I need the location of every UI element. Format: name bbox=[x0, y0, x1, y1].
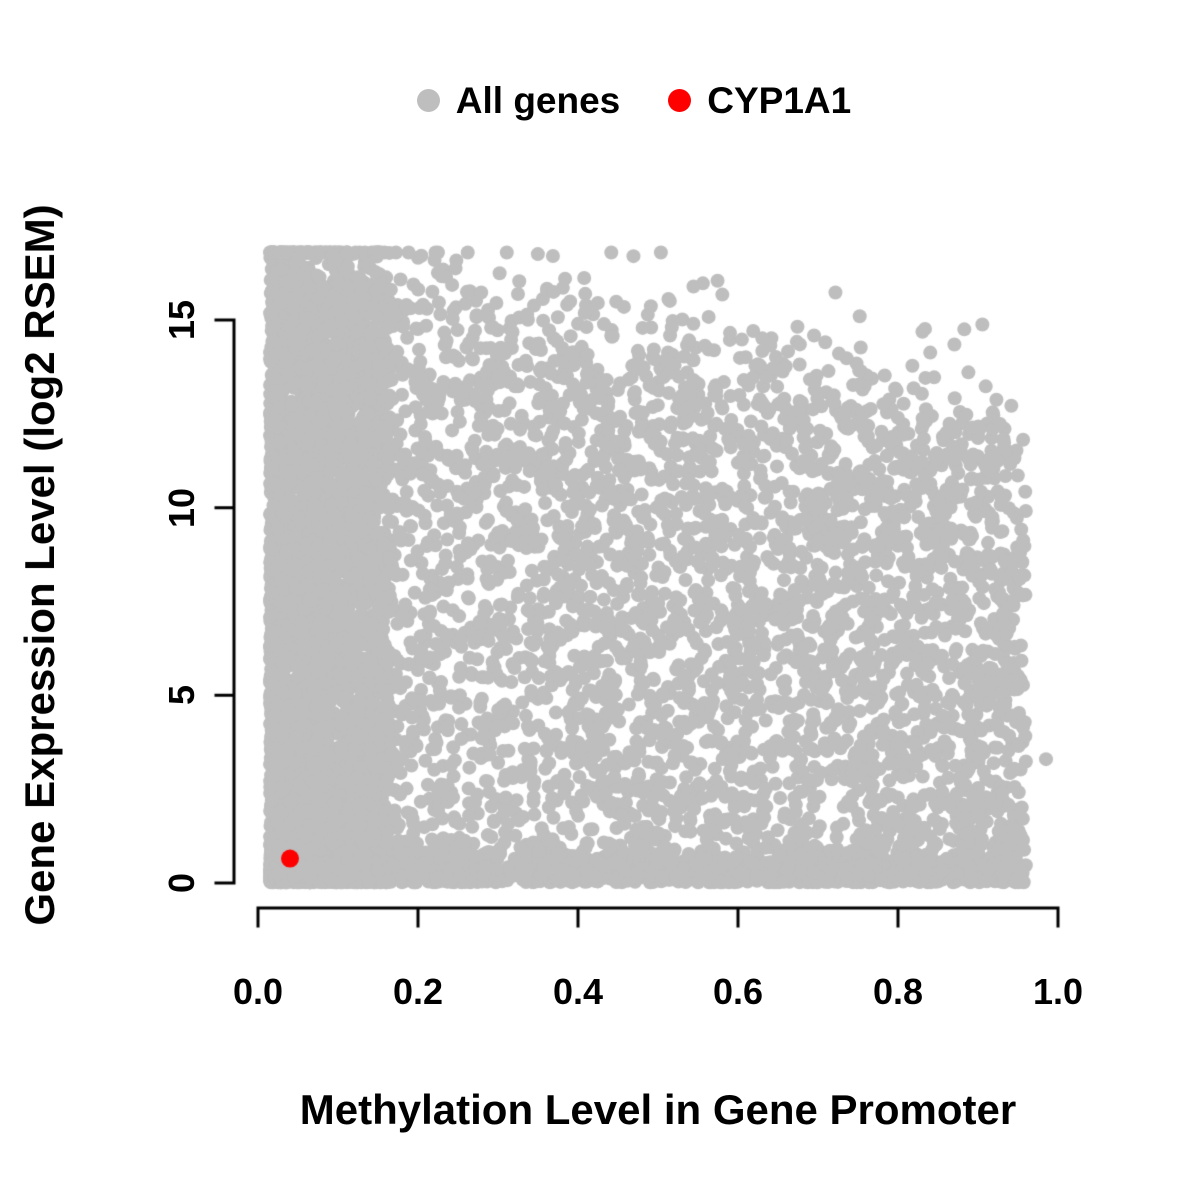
y-axis-title: Gene Expression Level (log2 RSEM) bbox=[16, 204, 63, 926]
y-tick-label: 10 bbox=[161, 487, 202, 528]
x-tick-label: 1.0 bbox=[1032, 971, 1084, 1012]
x-tick-label: 0.4 bbox=[552, 971, 604, 1012]
all-genes-dot-icon bbox=[416, 89, 440, 112]
legend-item-all-genes: All genes bbox=[416, 80, 621, 121]
legend: All genes CYP1A1 bbox=[34, 82, 1200, 119]
x-tick-label: 0.2 bbox=[392, 971, 444, 1012]
legend-label-cyp1a1: CYP1A1 bbox=[707, 80, 852, 121]
x-tick-label: 0.0 bbox=[232, 971, 284, 1012]
x-axis-title: Methylation Level in Gene Promoter bbox=[299, 1086, 1017, 1133]
y-tick-label: 5 bbox=[161, 685, 202, 706]
x-tick-label: 0.8 bbox=[872, 971, 924, 1012]
legend-item-cyp1a1: CYP1A1 bbox=[668, 82, 851, 119]
x-tick-label: 0.6 bbox=[712, 971, 764, 1012]
y-tick-label: 0 bbox=[161, 872, 202, 894]
y-tick-label: 15 bbox=[161, 299, 202, 341]
legend-label-all-genes: All genes bbox=[455, 80, 621, 121]
cyp1a1-dot-icon bbox=[668, 89, 692, 112]
